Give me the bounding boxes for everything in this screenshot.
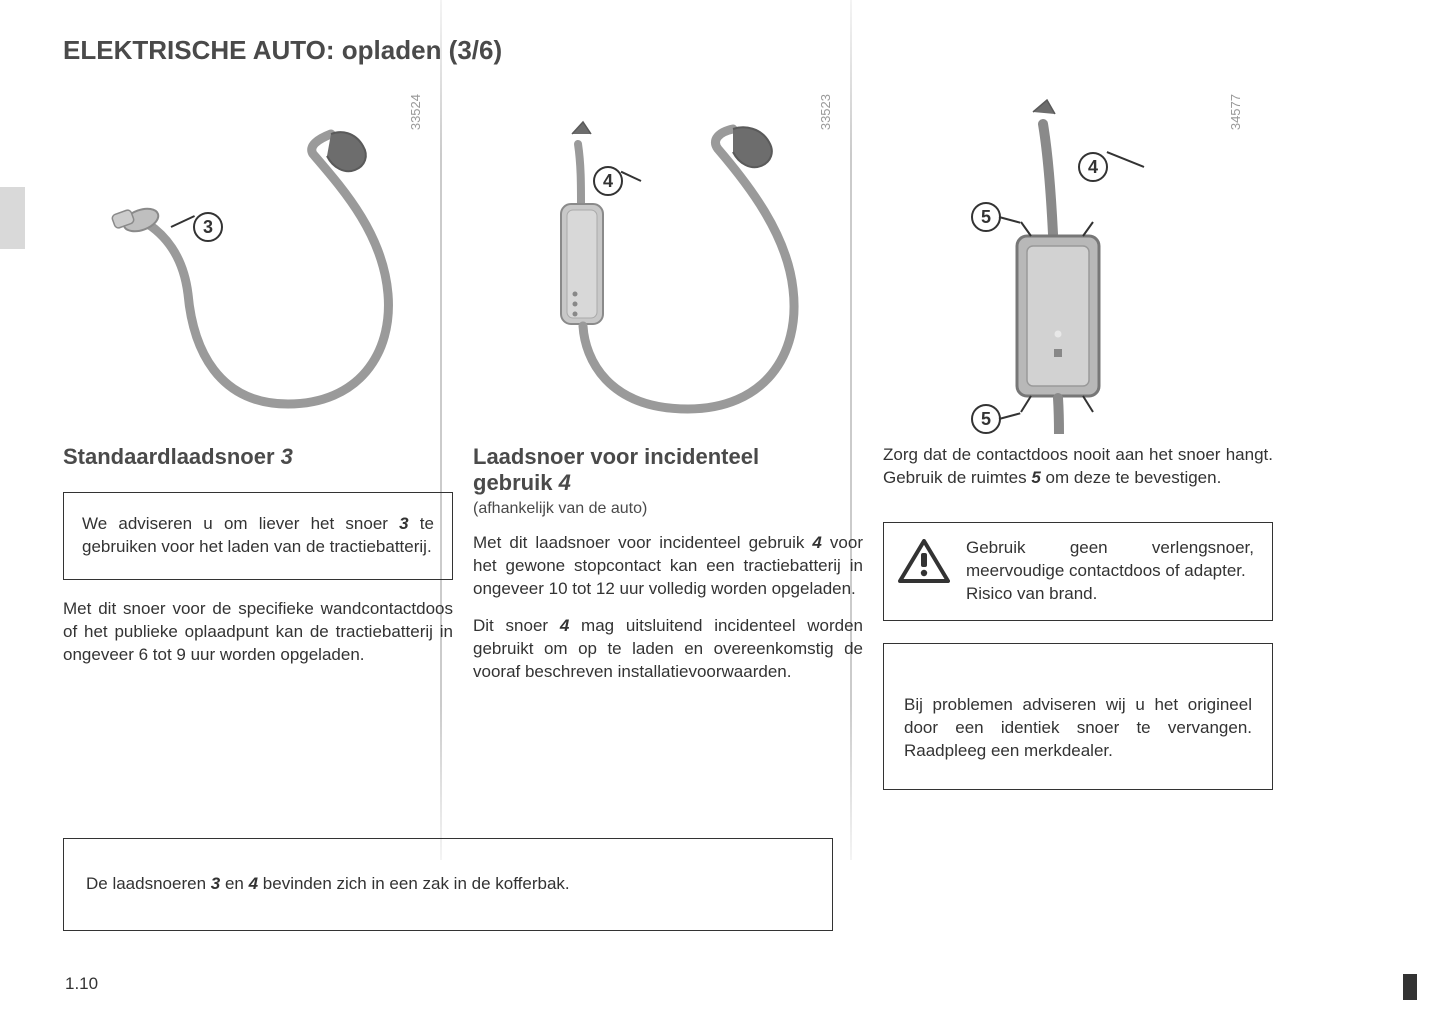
manual-page: ELEKTRISCHE AUTO: opladen (3/6) 33524 3 <box>0 0 1445 1026</box>
info-text: Bij problemen adviseren wij u het origin… <box>904 694 1252 763</box>
callout-5-wrapper: 5 <box>971 202 1021 232</box>
leader-line <box>171 215 195 228</box>
image-code: 33523 <box>818 94 833 130</box>
paragraph: Dit snoer 4 mag uitsluitend incidenteel … <box>473 615 863 684</box>
heading-text: gebruik <box>473 470 559 495</box>
figure-cable-3: 33524 3 <box>63 94 423 434</box>
warning-box: Gebruik geen verlengsnoer, meervoudige c… <box>883 522 1273 621</box>
cable-4-illustration <box>473 94 833 434</box>
section-heading: Standaardlaadsnoer 3 <box>63 444 453 470</box>
callout-3-wrapper: 3 <box>171 212 223 242</box>
paragraph: Met dit laadsnoer voor incidenteel gebru… <box>473 532 863 601</box>
image-code: 33524 <box>408 94 423 130</box>
callout-label: 5 <box>971 404 1001 434</box>
page-title: ELEKTRISCHE AUTO: opladen (3/6) <box>63 35 1390 66</box>
section-heading: Laadsnoer voor incidenteel gebruik 4 <box>473 444 863 496</box>
heading-text: Standaardlaadsnoer <box>63 444 281 469</box>
side-tab <box>0 187 25 249</box>
leader-line <box>999 412 1021 420</box>
heading-ref-num: 3 <box>281 444 293 469</box>
column-3: 34577 4 5 <box>883 94 1273 808</box>
column-layout: 33524 3 Standaardlaadsnoer 3 We adv <box>63 94 1390 808</box>
column-2: 33523 4 Laadsnoer voo <box>473 94 863 808</box>
callout-5-wrapper: 5 <box>971 404 1021 434</box>
leader-line <box>1107 151 1145 168</box>
advice-box: We adviseren u om liever het snoer 3 te … <box>63 492 453 580</box>
callout-label: 4 <box>1078 152 1108 182</box>
advice-text: We adviseren u om liever het snoer 3 te … <box>82 513 434 559</box>
callout-label: 4 <box>593 166 623 196</box>
cable-3-illustration <box>63 94 423 434</box>
leader-line <box>999 216 1021 224</box>
figure-cable-box: 34577 4 5 <box>883 94 1243 434</box>
callout-label: 3 <box>193 212 223 242</box>
control-box-illustration <box>883 94 1243 434</box>
figure-cable-4: 33523 4 <box>473 94 833 434</box>
image-code: 34577 <box>1228 94 1243 130</box>
description-text: Met dit snoer voor de specifieke wandcon… <box>63 598 453 667</box>
callout-4-wrapper: 4 <box>1078 152 1144 182</box>
warning-icon <box>898 539 950 585</box>
callout-4-wrapper: 4 <box>593 166 641 196</box>
bottom-note-text: De laadsnoeren 3 en 4 bevinden zich in e… <box>86 873 810 896</box>
sub-note: (afhankelijk van de auto) <box>473 500 863 518</box>
heading-text: Laadsnoer voor incidenteel <box>473 444 759 469</box>
info-box: Bij problemen adviseren wij u het origin… <box>883 643 1273 790</box>
callout-label: 5 <box>971 202 1001 232</box>
column-1: 33524 3 Standaardlaadsnoer 3 We adv <box>63 94 453 808</box>
intro-text: Zorg dat de contactdoos nooit aan het sn… <box>883 444 1273 490</box>
corner-mark <box>1403 974 1417 1000</box>
heading-ref-num: 4 <box>559 470 571 495</box>
page-number: 1.10 <box>65 974 98 994</box>
warning-text: Gebruik geen verlengsnoer, meervoudige c… <box>966 537 1254 606</box>
bottom-note-box: De laadsnoeren 3 en 4 bevinden zich in e… <box>63 838 833 931</box>
leader-line <box>621 171 642 182</box>
